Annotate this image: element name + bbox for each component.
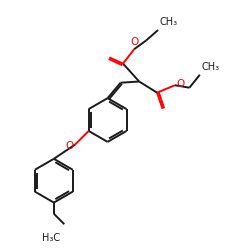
Text: H₃C: H₃C (42, 233, 60, 243)
Text: O: O (130, 38, 138, 48)
Text: CH₃: CH₃ (159, 17, 178, 27)
Text: CH₃: CH₃ (201, 62, 219, 72)
Text: O: O (176, 79, 184, 89)
Text: O: O (66, 141, 74, 151)
